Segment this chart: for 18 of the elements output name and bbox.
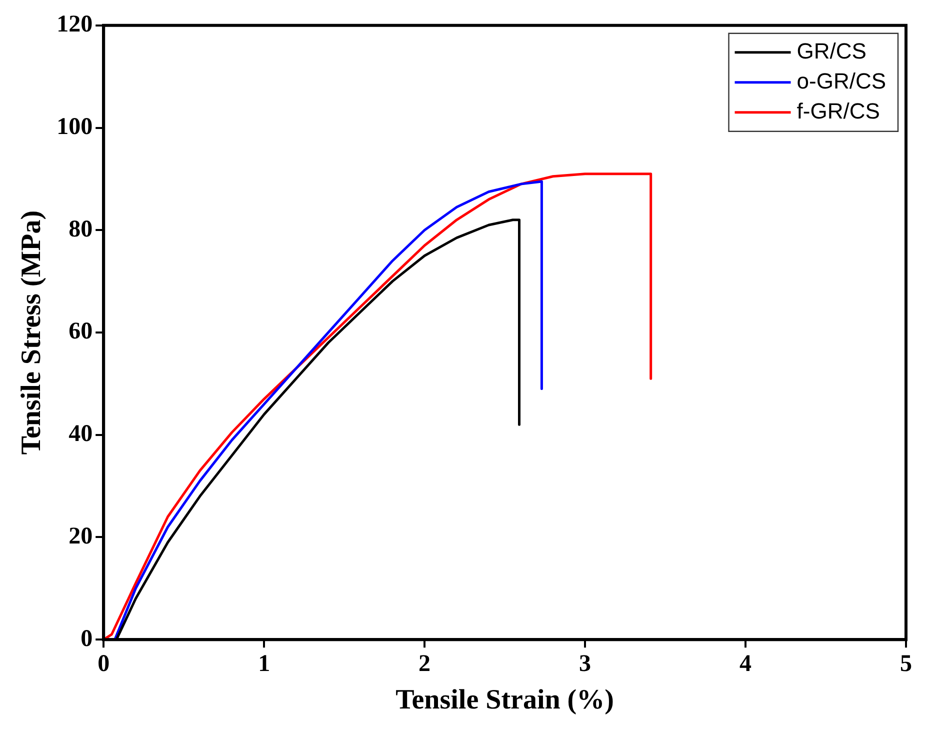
- y-tick-label: 40: [68, 421, 93, 448]
- x-tick-label: 0: [98, 651, 110, 678]
- y-tick-label: 80: [68, 216, 93, 242]
- x-tick-label: 1: [258, 651, 270, 678]
- legend-label: GR/CS: [796, 38, 866, 64]
- y-tick-label: 0: [80, 626, 93, 652]
- x-tick-label: 5: [900, 651, 912, 678]
- y-tick-label: 120: [56, 12, 93, 38]
- y-tick-label: 20: [68, 523, 93, 550]
- x-axis-title: Tensile Strain (%): [396, 684, 614, 716]
- legend-label: f-GR/CS: [796, 98, 880, 124]
- y-axis-title: Tensile Stress (MPa): [16, 210, 48, 455]
- legend-label: o-GR/CS: [796, 68, 886, 94]
- x-tick-label: 4: [740, 651, 752, 678]
- x-tick-label: 2: [418, 651, 431, 678]
- y-tick-label: 100: [56, 114, 93, 140]
- x-tick-label: 3: [579, 651, 592, 678]
- y-tick-label: 60: [68, 318, 93, 345]
